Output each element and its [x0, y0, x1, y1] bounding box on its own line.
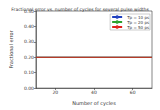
svg-text:40: 40 [91, 90, 97, 95]
svg-text:0.20: 0.20 [24, 55, 34, 60]
svg-text:0.00: 0.00 [24, 86, 34, 91]
svg-text:Tp = 50 ps: Tp = 50 ps [126, 25, 149, 30]
svg-text:60: 60 [130, 90, 136, 95]
svg-text:Number of cycles: Number of cycles [72, 100, 116, 107]
svg-text:Fractional error vs. number of: Fractional error vs. number of cycles fo… [11, 7, 149, 12]
svg-text:0.30: 0.30 [24, 39, 34, 44]
svg-text:Tp = 10 ps: Tp = 10 ps [127, 14, 149, 20]
svg-text:Fractional error: Fractional error [8, 30, 14, 69]
svg-text:Tp = 20 ps: Tp = 20 ps [127, 19, 149, 25]
svg-text:0.40: 0.40 [24, 24, 34, 29]
svg-text:0.10: 0.10 [24, 70, 34, 75]
svg-text:20: 20 [52, 90, 58, 95]
